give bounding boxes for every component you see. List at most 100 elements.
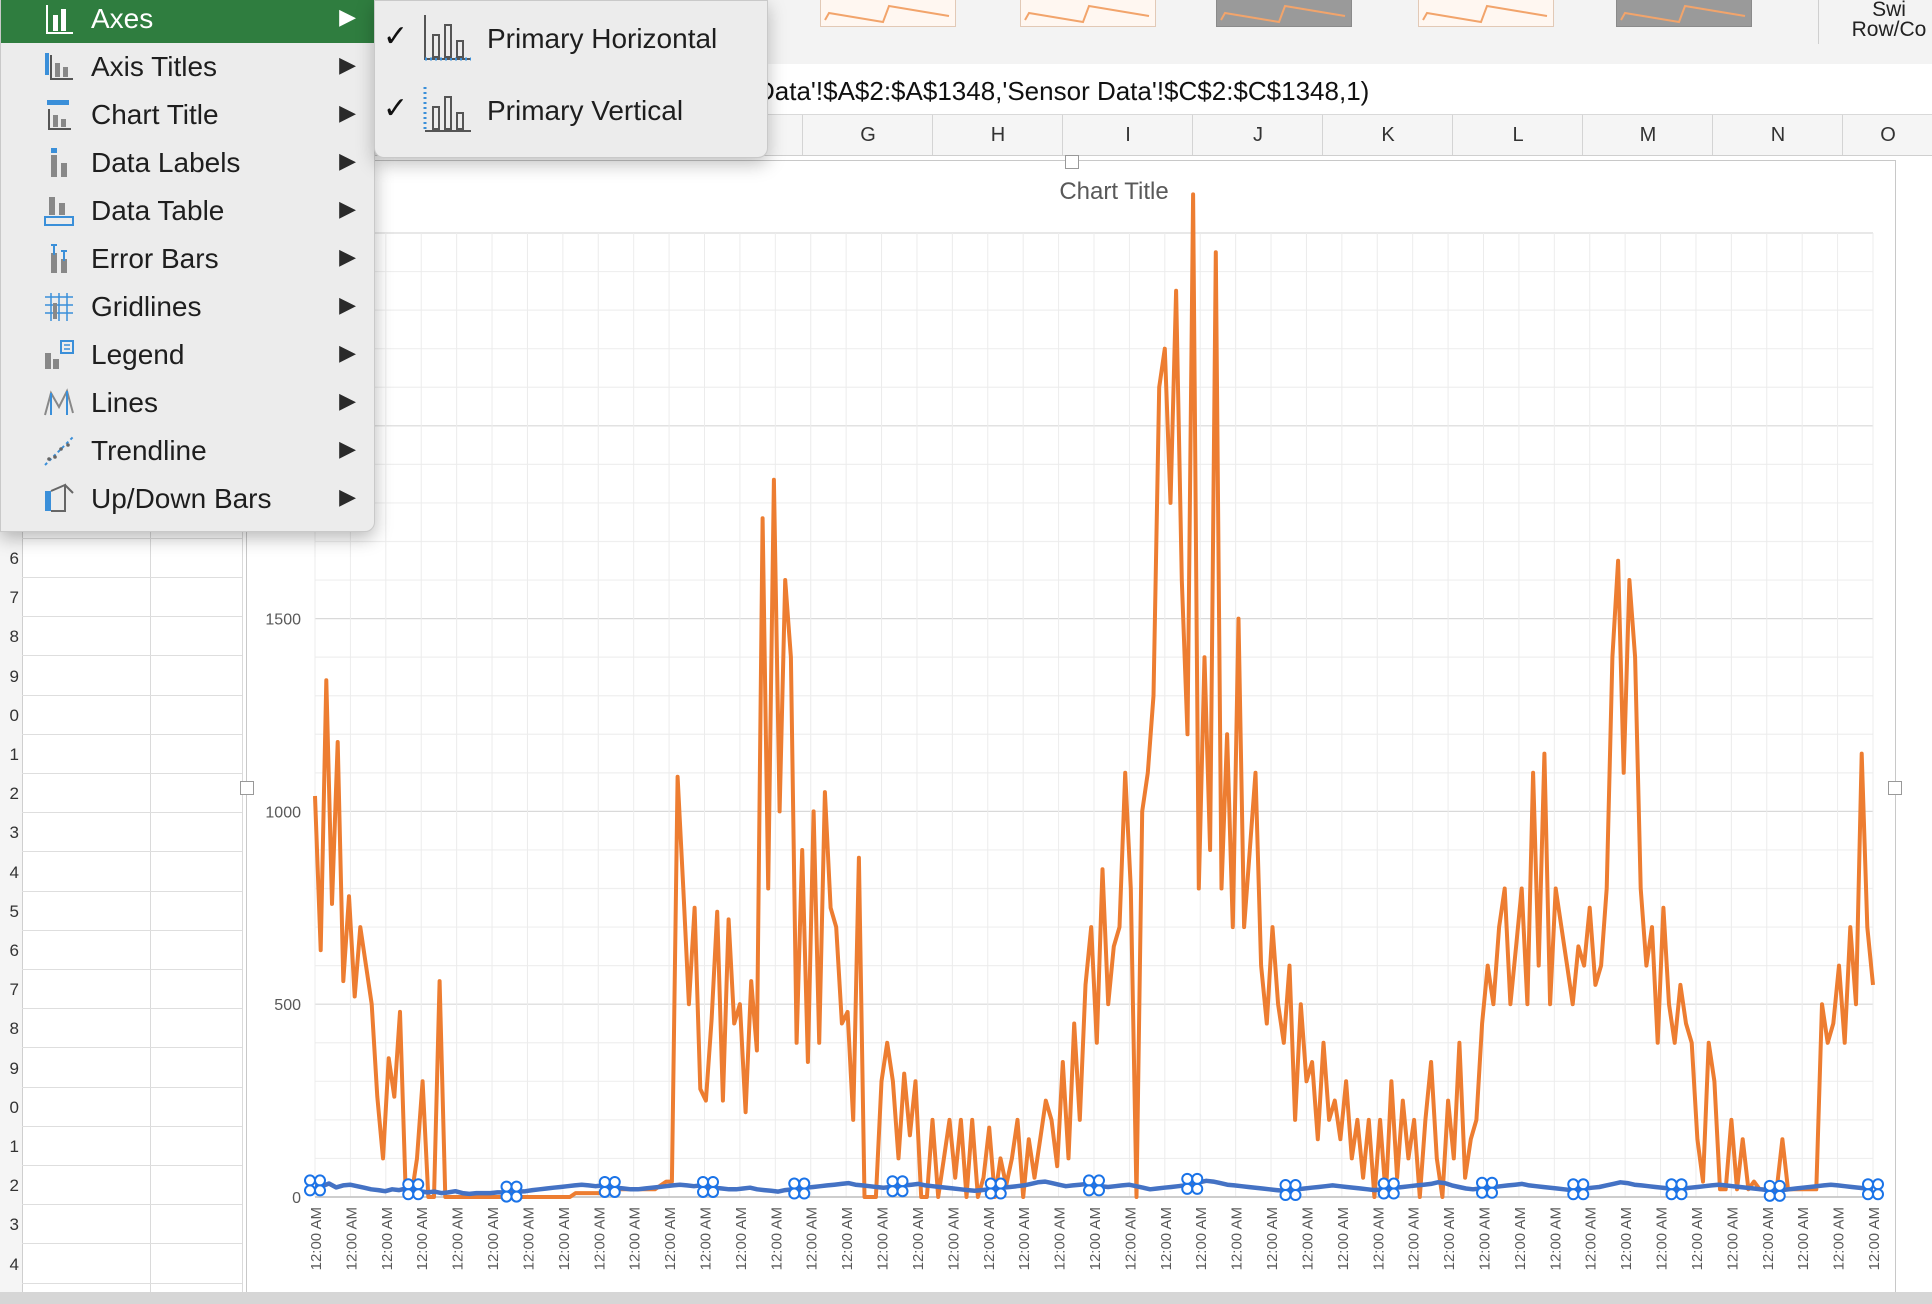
menu-item-label: Error Bars xyxy=(91,243,219,274)
row-header[interactable]: 1 xyxy=(9,1137,19,1156)
x-tick-label: 12:00 AM xyxy=(1087,1207,1104,1270)
line-chart[interactable]: Chart Title050010001500200012:00 AM12:00… xyxy=(247,161,1895,1293)
menu-item-lines[interactable]: Lines ▶ xyxy=(1,379,374,427)
grid-row-line xyxy=(22,1243,242,1245)
submenu-arrow-icon: ▶ xyxy=(339,244,356,269)
row-header[interactable]: 3 xyxy=(9,823,19,843)
primary-vertical-axis-icon xyxy=(423,87,471,132)
x-tick-label: 12:00 AM xyxy=(1831,1207,1848,1270)
menu-item-legend[interactable]: Legend ▶ xyxy=(1,331,374,379)
menu-item-gridlines[interactable]: Gridlines ▶ xyxy=(1,283,374,331)
series-selection-marker xyxy=(1093,1184,1105,1197)
row-header[interactable]: 7 xyxy=(9,588,19,608)
add-chart-element-menu: Axes ▶ Axis Titles ▶ Chart Title ▶ Data … xyxy=(0,0,375,532)
series-selection-marker xyxy=(1279,1179,1292,1192)
submenu-arrow-icon: ▶ xyxy=(339,292,356,317)
submenu-arrow-icon: ▶ xyxy=(339,436,356,461)
column-header-n[interactable]: N xyxy=(1712,115,1843,155)
chart-style-thumbnail[interactable] xyxy=(1616,0,1752,27)
column-header-l[interactable]: L xyxy=(1452,115,1583,155)
row-header[interactable]: 4 xyxy=(9,862,19,882)
chart-resize-handle[interactable] xyxy=(240,781,254,795)
row-header[interactable]: 3 xyxy=(9,1215,19,1235)
column-header-k[interactable]: K xyxy=(1322,115,1453,155)
series-selection-marker xyxy=(1387,1177,1400,1190)
column-header-o[interactable]: O xyxy=(1842,115,1932,155)
chart-style-thumbnail[interactable] xyxy=(820,0,956,27)
formula-text[interactable]: Data'!$A$2:$A$1348,'Sensor Data'!$C$2:$C… xyxy=(756,76,1370,106)
x-tick-label: 12:00 AM xyxy=(875,1207,892,1270)
y-tick-label: 0 xyxy=(292,1190,301,1207)
x-tick-label: 12:00 AM xyxy=(1052,1207,1069,1270)
lines-icon xyxy=(44,388,74,416)
column-header-g[interactable]: G xyxy=(802,115,933,155)
series-selection-marker xyxy=(1872,1178,1884,1191)
column-header-j[interactable]: J xyxy=(1192,115,1323,155)
grid-row-line xyxy=(22,577,242,578)
series-selection-marker xyxy=(402,1188,415,1201)
row-header[interactable]: 8 xyxy=(9,1019,19,1039)
series-selection-marker xyxy=(896,1185,909,1198)
row-header[interactable]: 4 xyxy=(9,1254,19,1274)
chart-area[interactable]: Chart Title050010001500200012:00 AM12:00… xyxy=(240,155,1902,1294)
x-tick-label: 12:00 AM xyxy=(1866,1207,1883,1270)
row-header[interactable]: 5 xyxy=(9,901,19,921)
series-selection-marker xyxy=(1083,1184,1095,1197)
x-tick-label: 12:00 AM xyxy=(343,1207,360,1270)
series-selection-marker xyxy=(1862,1188,1874,1201)
row-header[interactable]: 8 xyxy=(9,627,19,647)
menu-item-axes[interactable]: Axes ▶ xyxy=(1,0,374,43)
chart-style-thumbnail[interactable] xyxy=(1418,0,1554,27)
row-header[interactable]: 0 xyxy=(9,705,19,725)
thumbnail-line xyxy=(824,4,950,24)
chart-resize-handle[interactable] xyxy=(1888,781,1902,795)
row-header[interactable]: 2 xyxy=(9,784,19,804)
chart-resize-handle[interactable] xyxy=(1065,155,1079,169)
column-header-i[interactable]: I xyxy=(1062,115,1193,155)
thumbnail-line xyxy=(1024,4,1150,24)
series-selection-marker xyxy=(1083,1174,1095,1187)
menu-item-error-bars[interactable]: Error Bars ▶ xyxy=(1,235,374,283)
x-tick-label: 12:00 AM xyxy=(1583,1207,1600,1270)
series-selection-marker xyxy=(1387,1187,1400,1200)
menu-item-up-down-bars[interactable]: Up/Down Bars ▶ xyxy=(1,475,374,523)
chart-title: Chart Title xyxy=(1059,178,1168,205)
row-header[interactable]: 9 xyxy=(9,1058,19,1078)
grid-column-line xyxy=(150,155,151,1295)
menu-item-data-table[interactable]: Data Table ▶ xyxy=(1,187,374,235)
column-header-m[interactable]: M xyxy=(1582,115,1713,155)
submenu-item-label: Primary Horizontal xyxy=(487,23,718,54)
series-selection-marker xyxy=(1862,1178,1874,1191)
grid-row-line xyxy=(22,694,242,696)
chart-style-thumbnail-selected[interactable] xyxy=(1216,0,1352,27)
row-header[interactable]: 6 xyxy=(9,941,19,960)
grid-row-line xyxy=(22,1282,242,1284)
checkmark-icon: ✓ xyxy=(383,92,409,125)
menu-item-trendline[interactable]: Trendline ▶ xyxy=(1,427,374,475)
gridlines-icon xyxy=(45,293,73,321)
ribbon-separator xyxy=(1818,0,1819,44)
row-header[interactable]: 6 xyxy=(9,549,19,568)
menu-item-data-labels[interactable]: Data Labels ▶ xyxy=(1,139,374,187)
menu-item-chart-title[interactable]: Chart Title ▶ xyxy=(1,91,374,139)
horizontal-scrollbar[interactable] xyxy=(0,1292,1932,1304)
series-selection-marker xyxy=(1093,1174,1105,1187)
series-selection-marker xyxy=(697,1175,710,1188)
axes-icon xyxy=(46,5,73,34)
grid-row-line xyxy=(22,733,242,735)
grid-row-line xyxy=(22,537,242,539)
row-header[interactable]: 9 xyxy=(9,666,19,686)
chart-style-thumbnail[interactable] xyxy=(1020,0,1156,27)
switch-row-column-button[interactable]: Swi Row/Co xyxy=(1846,0,1932,44)
menu-item-axis-titles[interactable]: Axis Titles ▶ xyxy=(1,43,374,91)
row-header[interactable]: 2 xyxy=(9,1176,19,1196)
column-header-h[interactable]: H xyxy=(932,115,1063,155)
row-header[interactable]: 0 xyxy=(9,1097,19,1117)
row-header[interactable]: 7 xyxy=(9,980,19,1000)
x-tick-label: 12:00 AM xyxy=(591,1207,608,1270)
series-selection-marker xyxy=(1665,1188,1678,1201)
submenu-item-primary-vertical[interactable]: ✓ Primary Vertical xyxy=(375,77,767,147)
y-tick-label: 1500 xyxy=(265,612,301,629)
submenu-item-primary-horizontal[interactable]: ✓ Primary Horizontal xyxy=(375,5,767,75)
row-header[interactable]: 1 xyxy=(9,745,19,764)
